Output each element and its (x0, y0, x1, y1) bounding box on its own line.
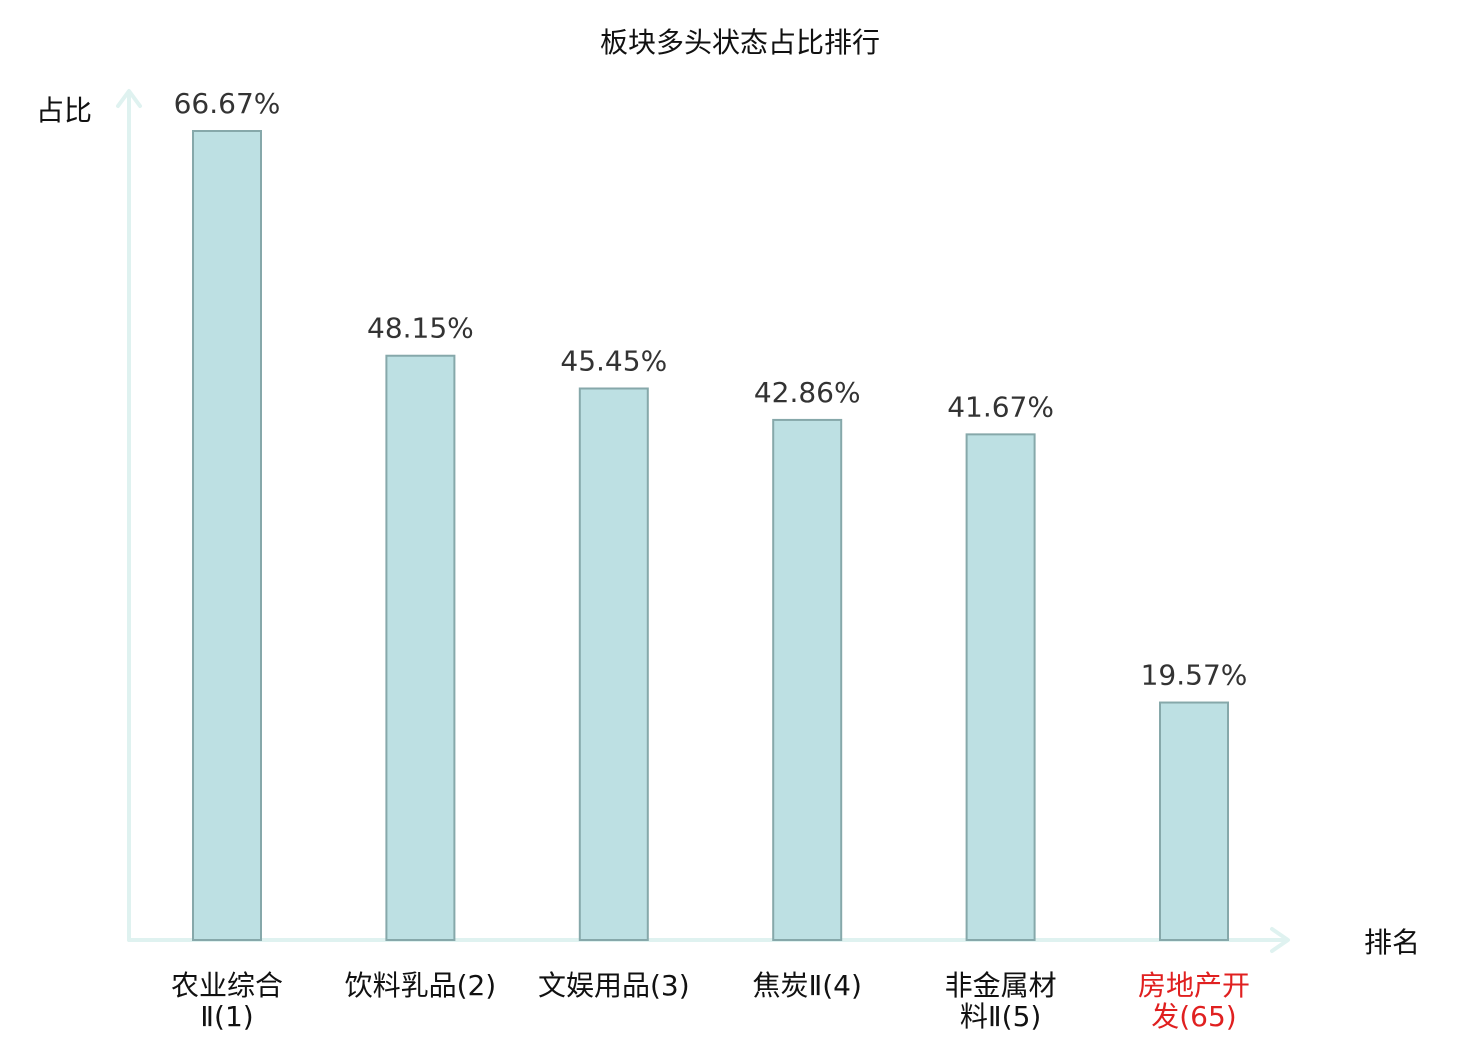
bar-value-label: 41.67% (947, 390, 1054, 423)
x-axis: 排名 (127, 926, 1420, 959)
x-tick-label-line: 焦炭Ⅱ(4) (752, 969, 861, 1002)
x-tick-label: 焦炭Ⅱ(4) (752, 969, 861, 1002)
x-tick-label-line: 发(65) (1151, 1000, 1236, 1033)
bar (192, 130, 262, 941)
bar (578, 387, 649, 941)
x-tick-label: 非金属材料Ⅱ(5) (945, 969, 1057, 1033)
y-axis-label: 占比 (36, 94, 92, 127)
x-tick-label-line: 农业综合 (171, 969, 283, 1002)
bar (385, 354, 456, 942)
bar-value-label: 42.86% (754, 376, 861, 409)
bar-value-label: 45.45% (560, 344, 667, 377)
bar-value-label: 19.57% (1141, 659, 1248, 692)
bar-value-label: 48.15% (367, 312, 474, 345)
x-tick-label: 饮料乳品(2) (345, 969, 497, 1002)
x-tick-label-line: Ⅱ(1) (200, 1000, 253, 1033)
x-axis-label: 排名 (1364, 926, 1420, 959)
x-tick-label-line: 文娱用品(3) (538, 969, 690, 1002)
chart-title: 板块多头状态占比排行 (600, 26, 880, 59)
x-tick-label-line: 料Ⅱ(5) (960, 1000, 1041, 1033)
x-tick-label-line: 房地产开 (1138, 969, 1250, 1002)
bar (772, 418, 843, 941)
value-labels: 66.67% 48.15% 45.45% 42.86% 41.67% 19.57% (174, 87, 1248, 692)
y-axis: 占比 (36, 89, 142, 942)
x-tick-label: 农业综合 Ⅱ(1) (171, 969, 283, 1033)
y-axis-arrow (116, 89, 142, 108)
bar-value-label: 66.67% (174, 87, 281, 120)
x-tick-label-line: 饮料乳品(2) (345, 969, 497, 1002)
x-tick-label-line: 非金属材 (945, 969, 1057, 1002)
bar (1159, 701, 1229, 941)
bars (192, 130, 1229, 942)
x-tick-labels: 农业综合 Ⅱ(1) 饮料乳品(2) 文娱用品(3) 焦炭Ⅱ(4) 非金属材料Ⅱ(5) 房地产… (171, 969, 1250, 1033)
x-tick-label-highlighted: 房地产开发(65) (1138, 969, 1250, 1033)
x-tick-label: 文娱用品(3) (538, 969, 690, 1002)
bar (965, 433, 1036, 941)
x-axis-arrow (1270, 927, 1290, 953)
